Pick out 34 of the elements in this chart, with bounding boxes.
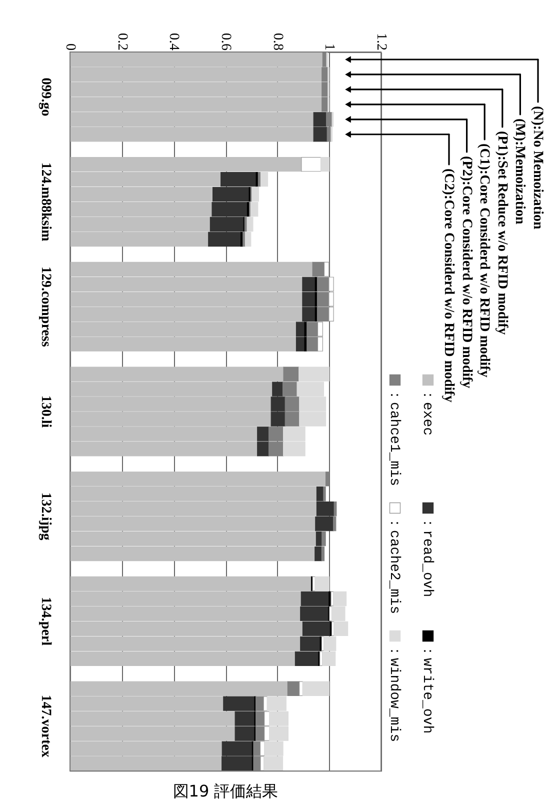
bar [299, 681, 304, 696]
y-tick-label: 129.compress [38, 266, 53, 348]
y-tick-label: 132.ijpg [38, 492, 53, 540]
text: (C2):Core Considerd w/o RFID modify [441, 168, 456, 402]
y-tick-label: 099.go [38, 78, 53, 116]
legend-label: ：window_mis [386, 644, 402, 742]
text: (C1):Core Considerd w/o RFID modify [476, 144, 492, 378]
bar [287, 681, 300, 696]
x-tick-label: 0.4 [166, 33, 182, 50]
x-tick-label: 1 [322, 44, 337, 50]
y-tick-label: 124.m88ksim [38, 162, 53, 242]
bar [301, 157, 322, 172]
y-tick-label: 147.vortex [38, 694, 53, 758]
y-tick-label: 130.li [38, 395, 53, 428]
text: (M):Memoization [512, 118, 528, 224]
legend-label: ：read_ovh [419, 516, 435, 598]
text: (P2):Core Considerd w/o RFID modify [458, 156, 474, 388]
x-tick-label: 0 [62, 44, 78, 50]
legend-label: ：exec [419, 388, 435, 436]
text: 図19 評価結果 [172, 782, 278, 800]
bar [260, 172, 268, 187]
bar [314, 576, 330, 592]
legend-label: ：cahce1_mis [386, 388, 402, 486]
bar [302, 681, 330, 696]
bar [320, 157, 330, 172]
x-tick-label: 0.2 [114, 33, 130, 50]
text: (P1):Set Reduce w/o RFID modify [494, 131, 510, 335]
y-tick-label: 134.perl [38, 596, 53, 646]
legend-label: ：write_ovh [419, 644, 435, 734]
text: (N):No Memoization [530, 106, 545, 230]
x-tick-label: 1.2 [374, 33, 388, 50]
legend-label: ：cache2_mis [386, 516, 402, 614]
x-tick-label: 0.8 [270, 33, 285, 50]
x-tick-label: 0.6 [218, 33, 233, 50]
